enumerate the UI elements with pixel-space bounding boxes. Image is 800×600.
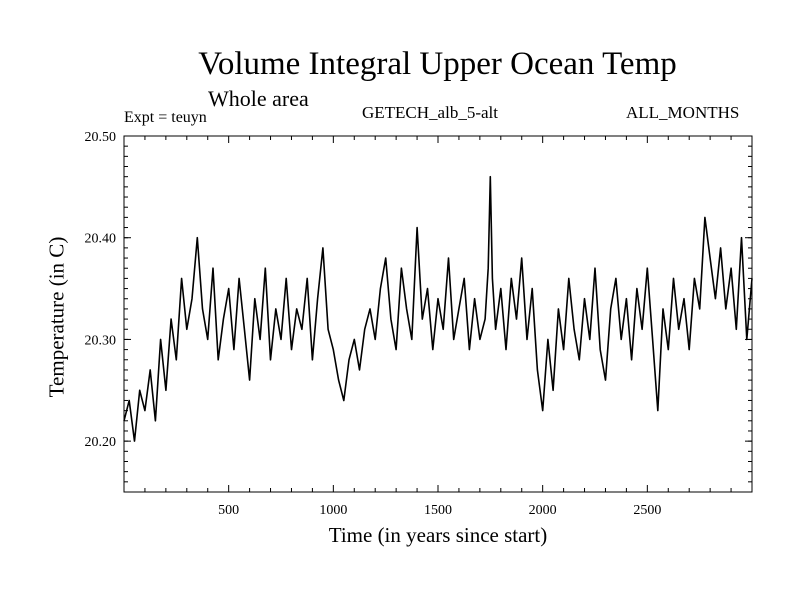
chart-subtitle: Whole area xyxy=(208,86,309,111)
expt-label: Expt = teuyn xyxy=(124,109,207,126)
months-label: ALL_MONTHS xyxy=(626,103,740,122)
chart-title: Volume Integral Upper Ocean Temp xyxy=(198,46,677,82)
x-tick-label: 1000 xyxy=(319,503,347,518)
y-tick-label: 20.30 xyxy=(85,333,117,348)
plot-frame xyxy=(123,135,753,493)
x-tick-label: 1500 xyxy=(424,503,452,518)
x-axis-label: Time (in years since start) xyxy=(328,523,548,547)
y-tick-label: 20.40 xyxy=(85,232,117,247)
y-tick-label: 20.20 xyxy=(85,435,117,450)
series-line xyxy=(123,175,753,442)
axis-ticks: 500 1000 1500 2000 2500 20.20 20.30 20.40 20.50 xyxy=(85,130,752,518)
series-layer xyxy=(123,175,753,442)
x-tick-label: 2500 xyxy=(633,503,661,518)
x-tick-label: 2000 xyxy=(529,503,557,518)
y-tick-label: 20.50 xyxy=(85,130,117,145)
experiment-label: GETECH_alb_5-alt xyxy=(362,103,498,122)
x-tick-label: 500 xyxy=(218,503,239,518)
